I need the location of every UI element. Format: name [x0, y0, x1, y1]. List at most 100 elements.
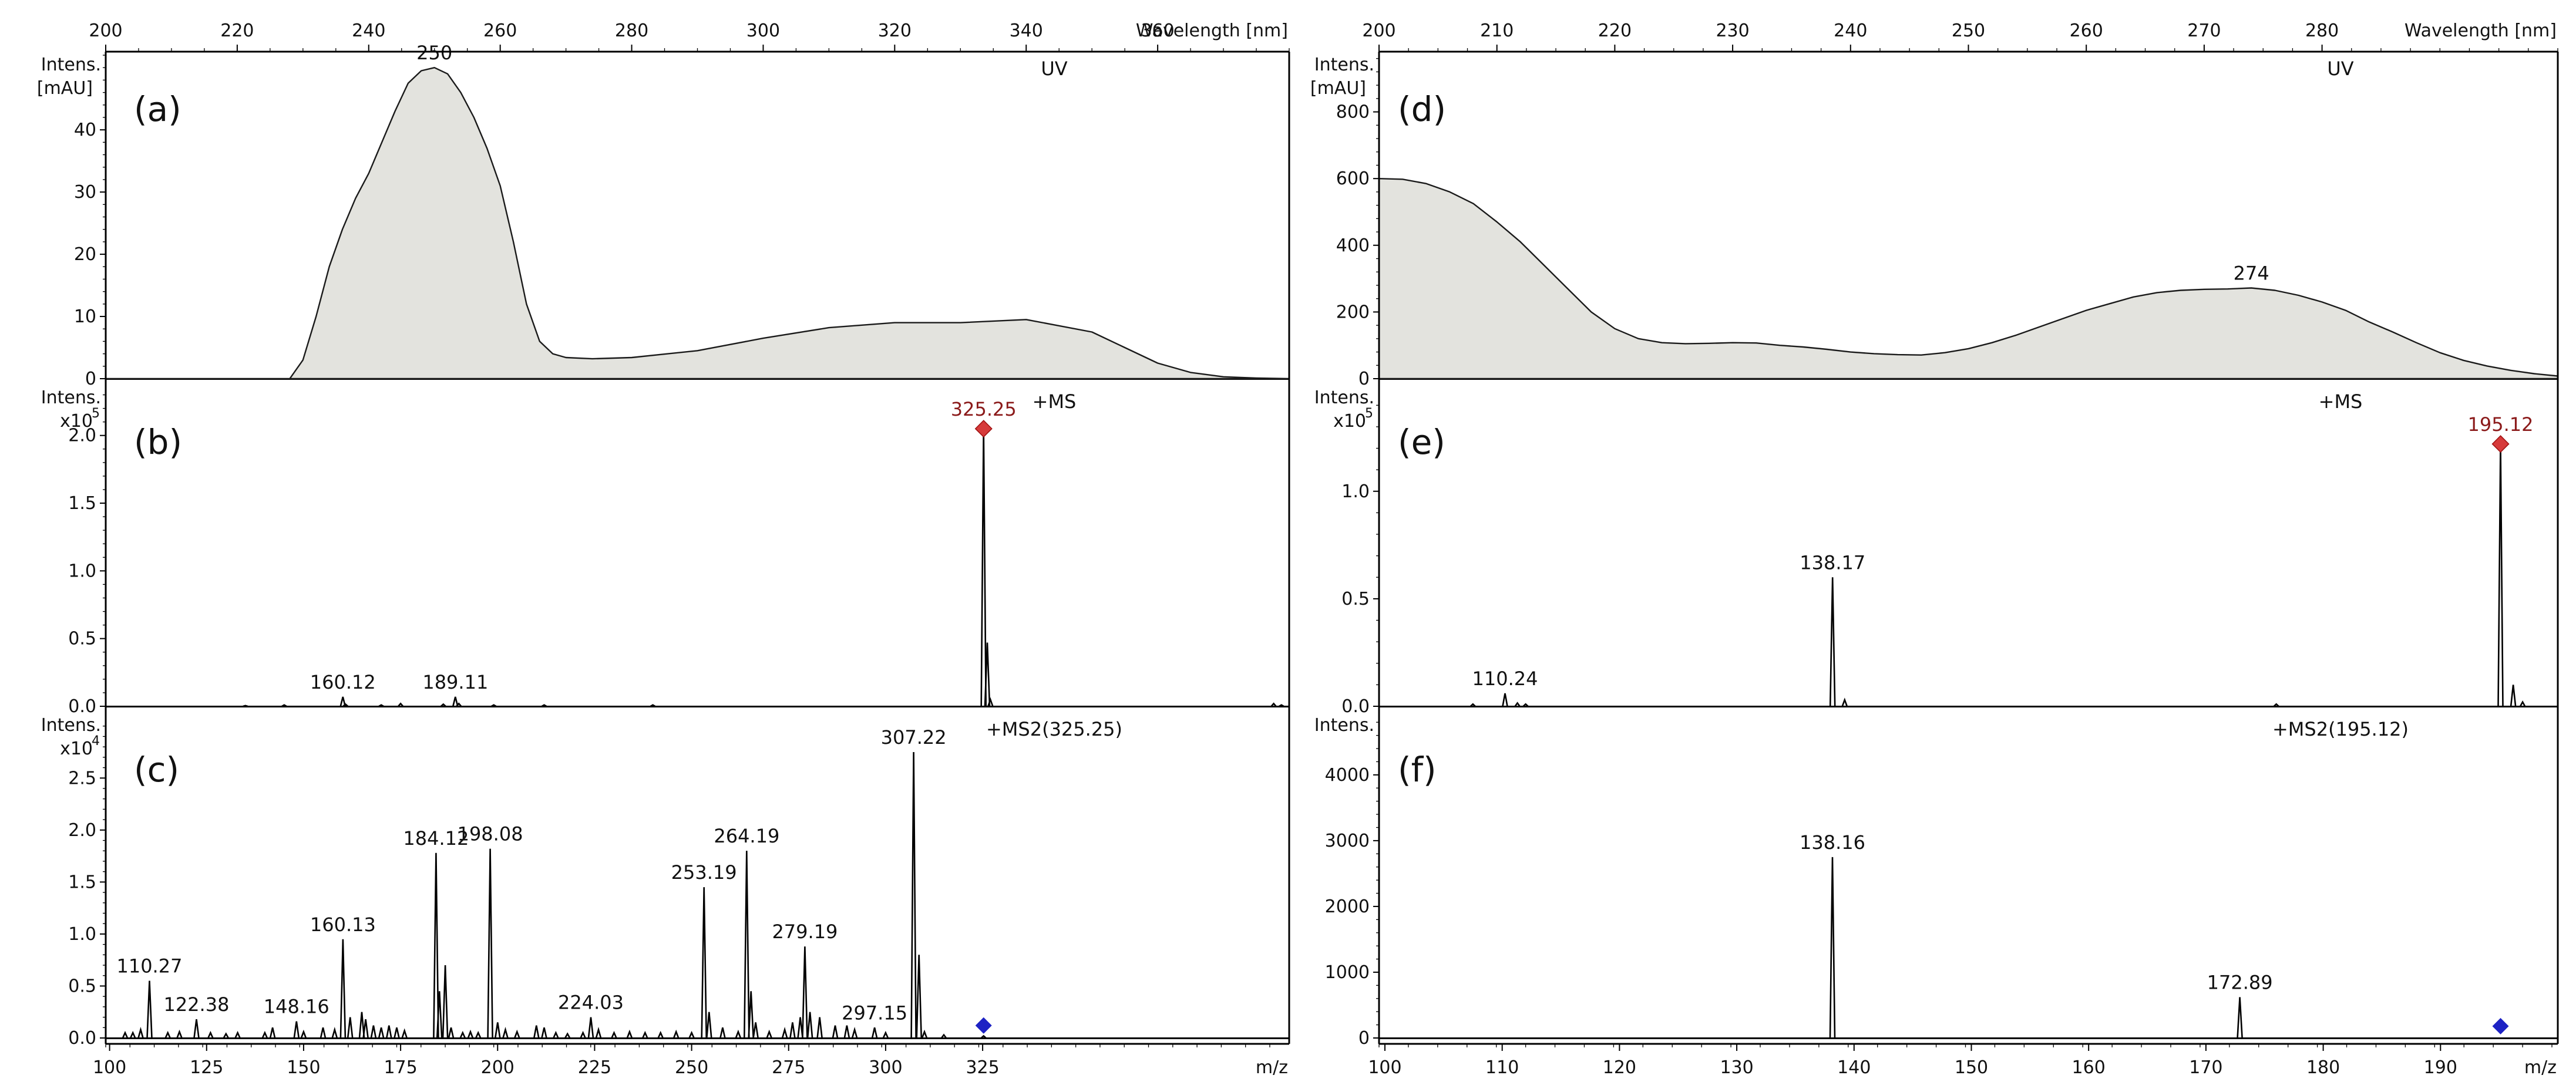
spectrum-peak [752, 1022, 759, 1039]
spectrum-peak [688, 1030, 695, 1039]
spectrum-peak [269, 1027, 276, 1039]
spectrum-peak [487, 848, 493, 1039]
x-tick-label: 250 [1952, 21, 1985, 41]
y-tick-label: 2.5 [68, 768, 96, 788]
y-tick-label: 1000 [1325, 962, 1370, 983]
spectrum-peak [491, 704, 497, 707]
spectrum-peak [706, 1012, 712, 1039]
spectrum-peak [816, 1017, 823, 1039]
spectrum-peak [980, 1034, 987, 1039]
spectrum-peak [672, 1029, 680, 1039]
y-tick-label: 1.5 [68, 872, 96, 892]
x-axis-title: m/z [2524, 1057, 2557, 1078]
y-tick-label: 30 [74, 182, 96, 203]
spectrum-peak [744, 851, 750, 1039]
x-tick-label: 260 [2070, 21, 2103, 41]
spectrum-peak [261, 1030, 268, 1039]
x-tick-label: 200 [481, 1057, 514, 1078]
spectrum-peak [657, 1030, 664, 1039]
x-tick-label: 240 [352, 21, 385, 41]
peak-label: 148.16 [264, 996, 329, 1018]
x-tick-label: 300 [869, 1057, 902, 1078]
spectrum-peak [921, 1029, 928, 1039]
spectrum-peak [339, 696, 347, 707]
y-tick-label: 0.5 [68, 629, 96, 649]
spectrum-title: UV [2327, 58, 2353, 80]
y-axis-unit: x10 [60, 411, 93, 432]
spectrum-peak [802, 946, 808, 1039]
spectrum-peak [2273, 703, 2279, 707]
spectrum-peak [122, 1030, 129, 1039]
x-tick-label: 280 [615, 21, 648, 41]
panel-label: (c) [134, 750, 179, 790]
peak-label: 274 [2234, 262, 2269, 284]
spectrum-peak [851, 1027, 858, 1039]
spectrum-peak [642, 1030, 648, 1039]
y-axis-exponent: 5 [1365, 406, 1373, 421]
spectrum-peak [401, 1028, 408, 1039]
panel-d: 274 0 200 400 600 800 Intens. [mAU] (d) UV 200 210 2… [1310, 21, 2559, 389]
spectrum-peak [1829, 857, 1836, 1039]
peak-label: 172.89 [2207, 972, 2273, 994]
spectrum-peak [984, 642, 991, 707]
x-tick-label: 220 [1598, 21, 1632, 41]
spectrum-peak [281, 704, 287, 707]
peak-label: 122.38 [163, 993, 229, 1016]
y-axis-title: Intens. [1314, 55, 1374, 75]
spectrum-peak [1841, 697, 1848, 707]
x-tick-label: 270 [2187, 21, 2221, 41]
peak-label: 307.22 [881, 726, 947, 749]
spectrum-peak [533, 1025, 540, 1039]
spectrum-peak [910, 751, 917, 1039]
spectrum-peak [452, 696, 459, 707]
y-tick-label: 3000 [1325, 831, 1370, 851]
precursor-ion-marker [974, 420, 993, 438]
y-tick-label: 4000 [1325, 765, 1370, 786]
y-tick-label: 1.0 [68, 561, 96, 581]
spectrum-peak [987, 697, 994, 707]
y-tick-label: 10 [74, 306, 96, 327]
spectrum-peak [843, 1025, 850, 1039]
y-axis-unit: x10 [1333, 411, 1366, 432]
y-tick-label: 1.0 [68, 924, 96, 945]
peak-label: 224.03 [558, 992, 624, 1014]
spectrum-peak [207, 1030, 214, 1039]
spectrum-peak [448, 1027, 455, 1039]
spectrum-peak [1522, 703, 1529, 707]
x-tick-label: 360 [1141, 21, 1174, 41]
spectrum-peak [781, 1027, 788, 1039]
x-tick-label: 150 [1955, 1057, 1988, 1078]
spectrum-peak [442, 965, 449, 1039]
spectrum-peak [398, 702, 404, 707]
spectrum-peak [234, 1030, 241, 1039]
spectrum-peak [701, 887, 707, 1039]
peak-label: 189.11 [422, 671, 488, 693]
spectrum-peak [370, 1025, 377, 1039]
precursor-position-marker [2492, 1017, 2509, 1034]
spectrum-peak [440, 703, 446, 707]
y-tick-label: 800 [1336, 102, 1370, 123]
x-axis-title: Wavelength [nm] [2405, 21, 2557, 41]
y-tick-label: 0.0 [68, 696, 96, 717]
y-tick-label: 600 [1336, 168, 1370, 189]
peak-label: 160.12 [310, 671, 376, 693]
spectrum-peak [595, 1027, 602, 1039]
spectrum-peak [650, 704, 656, 707]
y-tick-label: 0.0 [1341, 696, 1370, 717]
spectrum-peak [587, 1017, 594, 1039]
spectrum-peak [293, 1021, 300, 1039]
spectrum-title: +MS2(195.12) [2272, 718, 2409, 740]
spectrum-title: +MS2(325.25) [986, 718, 1122, 740]
spectrum-peak [223, 1032, 229, 1039]
peak-label: 279.19 [772, 921, 838, 943]
x-tick-label: 200 [1362, 21, 1395, 41]
spectrum-peak [342, 703, 349, 707]
y-axis-title: Intens. [1314, 387, 1374, 408]
x-tick-label: 210 [1480, 21, 1514, 41]
y-tick-label: 0.0 [68, 1028, 96, 1049]
y-tick-label: 1.0 [1341, 481, 1370, 502]
panel-label: (f) [1398, 750, 1437, 790]
spectrum-title: UV [1041, 58, 1067, 80]
